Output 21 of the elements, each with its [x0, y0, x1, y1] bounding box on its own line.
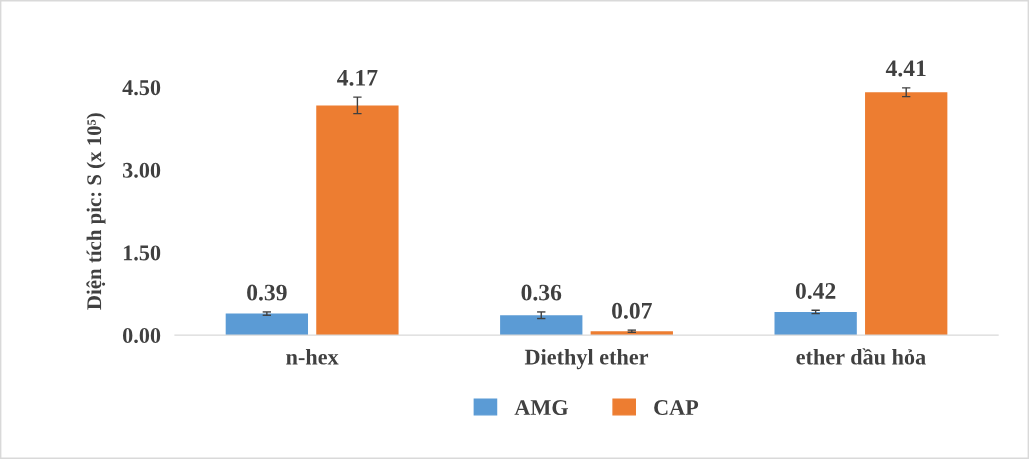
data-label: 0.39 [247, 284, 287, 301]
x-tick-label: ether dầu hỏa [796, 348, 926, 365]
bar [316, 105, 399, 336]
y-tick-label: 4.50 [122, 80, 161, 96]
y-tick-label: 3.00 [122, 162, 161, 178]
bar [774, 311, 857, 336]
x-tick-label: n-hex [286, 348, 339, 365]
y-axis-title: Diện tích pic: S (x 10⁵) [86, 113, 106, 310]
data-label: 0.36 [521, 284, 562, 301]
bar [865, 92, 948, 336]
legend-label: CAP [654, 400, 699, 416]
y-tick-label: 0.00 [123, 328, 161, 344]
legend-label: AMG [514, 400, 569, 416]
data-label: 4.17 [337, 69, 378, 86]
data-label: 0.42 [795, 282, 836, 299]
data-label: 0.07 [612, 302, 652, 319]
x-tick-label: Diethyl ether [524, 348, 649, 370]
bar [500, 315, 583, 336]
bar [225, 313, 309, 336]
y-tick-label: 1.50 [123, 245, 161, 261]
data-label: 4.41 [885, 60, 926, 77]
